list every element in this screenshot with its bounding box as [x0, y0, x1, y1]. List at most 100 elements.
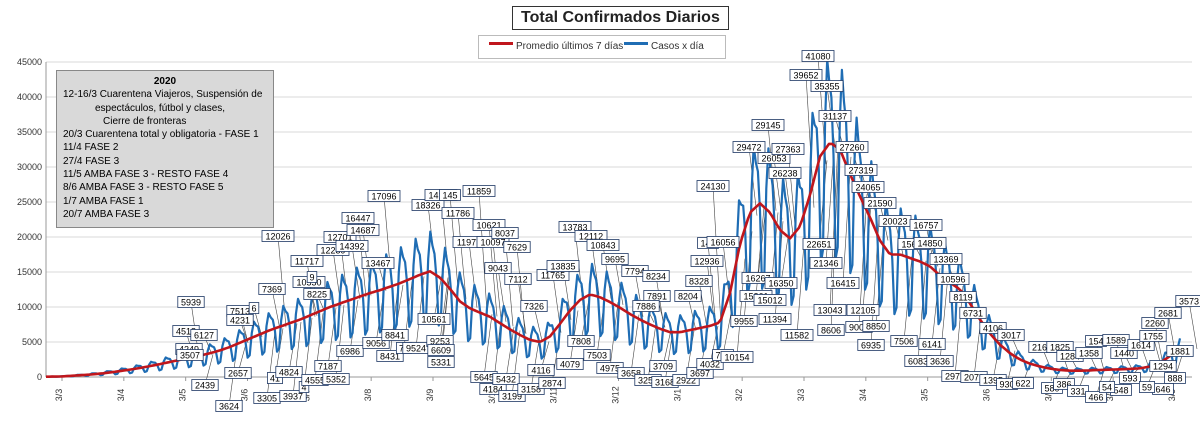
data-label-box	[672, 374, 700, 386]
x-tick-label: 3/7	[1043, 389, 1053, 402]
data-label: 2874	[542, 379, 562, 389]
x-tick-label: 3/12	[611, 386, 621, 404]
legend-swatch-daily	[624, 42, 648, 45]
data-label-box	[851, 181, 885, 193]
data-label: 15012	[757, 296, 782, 306]
data-label: 7506	[894, 337, 914, 347]
data-label-box	[979, 322, 1007, 334]
data-label: 7629	[507, 243, 527, 253]
data-label: 4116	[531, 366, 550, 376]
data-label: 3017	[1001, 331, 1021, 341]
data-label: 7808	[571, 337, 591, 347]
x-tick-label: 3/3	[54, 389, 64, 402]
data-label-box	[417, 313, 451, 325]
data-label: 7326	[524, 302, 544, 312]
notes-line: espectáculos, fútbol y clases,	[95, 102, 226, 114]
data-label: 11717	[295, 257, 319, 267]
label-leader	[277, 235, 287, 328]
data-label-box	[367, 190, 401, 202]
label-leader	[614, 258, 624, 305]
data-label-box	[462, 185, 496, 197]
data-label-box	[520, 300, 548, 312]
data-label: 11582	[785, 331, 809, 341]
data-label: 7513	[230, 307, 250, 317]
data-label: 26238	[772, 169, 797, 179]
data-label: 6127	[194, 331, 214, 341]
data-label-box	[224, 367, 252, 379]
data-label: 9695	[605, 255, 625, 265]
data-label-box	[275, 366, 303, 378]
legend-label-average: Promedio últimos 7 días	[516, 41, 624, 52]
x-tick-label: 3/6	[982, 389, 992, 402]
data-label: 8328	[689, 277, 709, 287]
data-label: 11786	[446, 209, 470, 219]
data-label: 8850	[866, 322, 886, 332]
data-label: 1358	[1079, 349, 1099, 359]
notes-line: 20/7 AMBA FASE 3	[63, 208, 150, 220]
data-label-box	[361, 257, 395, 269]
y-tick-label: 0	[37, 372, 42, 382]
data-label-box	[381, 329, 409, 341]
data-label: 12105	[850, 306, 875, 316]
data-label: 2162	[1032, 343, 1052, 353]
data-label: 7891	[647, 292, 667, 302]
data-label: 10843	[590, 241, 615, 251]
data-label-box	[810, 80, 844, 92]
data-label-box	[801, 50, 835, 62]
data-label: 593	[1122, 374, 1137, 384]
data-label: 17096	[371, 192, 396, 202]
data-label-box	[1154, 307, 1182, 319]
data-label-box	[472, 219, 506, 231]
data-label: 14687	[350, 226, 375, 236]
label-leader	[630, 314, 640, 374]
data-label-box	[835, 141, 869, 153]
label-leader	[468, 241, 478, 308]
data-label-box	[362, 337, 390, 349]
data-label: 3199	[502, 392, 522, 402]
data-label-box	[696, 180, 730, 192]
x-tick-label: 3/5	[178, 389, 188, 402]
data-label: 5939	[181, 298, 201, 308]
data-label: 1825	[1050, 343, 1070, 353]
y-tick-label: 40000	[17, 92, 42, 102]
data-label-box	[817, 324, 845, 336]
data-label: 622	[1015, 379, 1030, 389]
data-label-box	[1166, 345, 1194, 357]
data-label-box	[303, 288, 331, 300]
data-label: 24130	[700, 182, 725, 192]
data-label: 11765	[541, 271, 565, 281]
data-label-box	[279, 390, 307, 402]
data-label: 1614	[1131, 341, 1151, 351]
data-label-box	[1149, 360, 1177, 372]
data-label-box	[685, 275, 713, 287]
data-label-box	[427, 344, 455, 356]
data-label-box	[258, 283, 286, 295]
label-leader	[511, 330, 521, 397]
data-label: 10561	[421, 315, 446, 325]
data-label-box	[586, 239, 620, 251]
data-label: 13467	[365, 259, 390, 269]
legend-swatch-average	[489, 42, 513, 45]
data-label-box	[909, 219, 943, 231]
data-label: 5432	[496, 375, 516, 385]
data-label: 2979	[945, 372, 965, 382]
data-label-box	[546, 260, 580, 272]
data-label: 12936	[694, 257, 719, 267]
data-label: 29145	[755, 121, 780, 131]
label-leader	[266, 331, 276, 399]
data-label: 5645	[474, 373, 494, 383]
data-label: 3636	[930, 357, 950, 367]
data-label-box	[517, 383, 545, 395]
data-label: 4079	[560, 360, 580, 370]
data-label: 12112	[579, 232, 603, 242]
data-label-box	[863, 197, 897, 209]
data-label: 1284	[1060, 352, 1080, 362]
data-label: 5352	[326, 375, 346, 385]
chart-legend: Promedio últimos 7 días Casos x día	[478, 35, 726, 59]
x-tick-label: 3/4	[858, 389, 868, 402]
data-label-box	[248, 302, 260, 314]
data-label: 2681	[1158, 309, 1178, 319]
data-label: 3259	[638, 376, 658, 386]
data-label: 26053	[761, 154, 786, 164]
data-label-box	[498, 390, 526, 402]
